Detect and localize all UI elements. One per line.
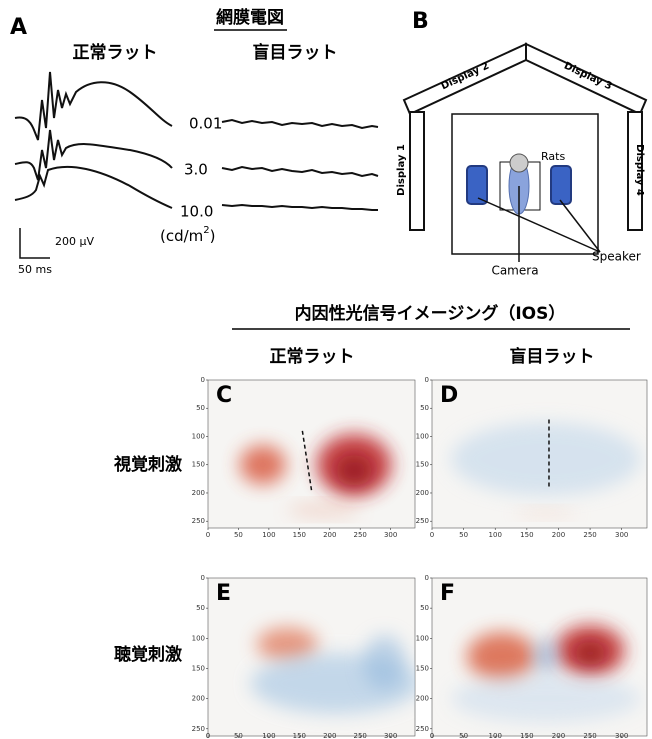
y-tick-label: 200 — [192, 695, 205, 703]
activation-blob — [363, 635, 406, 690]
y-tick-label: 50 — [196, 404, 205, 412]
x-tick-label: 200 — [552, 732, 565, 739]
x-tick-label: 250 — [583, 531, 596, 539]
intensity-label: 0.01 — [189, 115, 222, 133]
y-tick-label: 100 — [192, 432, 205, 440]
panel-title: 網膜電図 — [216, 7, 284, 28]
activation-blob — [256, 627, 318, 662]
activation-blob — [450, 674, 641, 723]
display-label: Display 4 — [634, 144, 645, 196]
panel-letter: A — [10, 15, 27, 40]
x-tick-label: 0 — [430, 531, 434, 539]
x-tick-label: 150 — [520, 732, 533, 739]
condition-label: 聴覚刺激 — [114, 644, 182, 665]
x-tick-label: 50 — [459, 732, 468, 739]
y-tick-label: 200 — [192, 489, 205, 497]
activation-blob — [287, 503, 361, 517]
x-tick-label: 150 — [520, 531, 533, 539]
x-tick-label: 100 — [262, 531, 275, 539]
y-tick-label: 150 — [192, 664, 205, 672]
group-label: 盲目ラット — [510, 346, 595, 367]
y-tick-label: 100 — [416, 432, 429, 440]
condition-label: 視覚刺激 — [113, 454, 182, 475]
y-tick-label: 0 — [425, 574, 429, 582]
x-tick-label: 300 — [384, 732, 397, 739]
panel-letter: E — [216, 581, 231, 606]
intensity-label: 10.0 — [180, 203, 213, 221]
y-tick-label: 200 — [416, 695, 429, 703]
y-tick-label: 200 — [416, 489, 429, 497]
y-tick-label: 100 — [416, 634, 429, 642]
speaker-label: Speaker — [592, 250, 641, 264]
y-tick-label: 150 — [192, 461, 205, 469]
x-tick-label: 250 — [583, 732, 596, 739]
y-tick-label: 0 — [425, 376, 429, 384]
intensity-label: 3.0 — [184, 161, 208, 179]
x-tick-label: 200 — [323, 531, 336, 539]
activation-blob — [239, 444, 286, 485]
y-tick-label: 250 — [416, 725, 429, 733]
activation-blob — [466, 632, 537, 681]
x-tick-label: 300 — [384, 531, 397, 539]
x-tick-label: 100 — [489, 732, 502, 739]
activation-blob — [335, 454, 373, 487]
x-tick-label: 300 — [615, 732, 628, 739]
group-label: 盲目ラット — [253, 42, 338, 63]
x-tick-label: 200 — [552, 531, 565, 539]
x-tick-label: 100 — [262, 732, 275, 739]
y-tick-label: 0 — [201, 376, 205, 384]
x-tick-label: 50 — [234, 732, 243, 739]
panel-letter: B — [412, 9, 429, 34]
y-tick-label: 0 — [201, 574, 205, 582]
display-label: Display 1 — [396, 144, 407, 196]
panel-letter: D — [440, 383, 458, 408]
x-tick-label: 200 — [323, 732, 336, 739]
erg-traces — [14, 71, 379, 259]
group-label: 正常ラット — [270, 346, 355, 367]
panel-letter: C — [216, 383, 232, 408]
y-tick-label: 150 — [416, 664, 429, 672]
scale-time: 50 ms — [18, 263, 52, 276]
unit-label: (cd/m2) — [160, 225, 216, 245]
x-tick-label: 50 — [234, 531, 243, 539]
y-tick-label: 50 — [196, 604, 205, 612]
scale-voltage: 200 µV — [55, 235, 94, 248]
y-tick-label: 250 — [416, 517, 429, 525]
panel-letter: F — [440, 581, 455, 606]
y-tick-label: 100 — [192, 634, 205, 642]
y-tick-label: 50 — [420, 604, 429, 612]
activation-blob — [534, 638, 558, 675]
heatmap — [250, 627, 415, 714]
y-tick-label: 50 — [420, 404, 429, 412]
section-title: 内因性光信号イメージング（IOS） — [295, 303, 566, 324]
activation-blob — [450, 422, 641, 496]
x-tick-label: 0 — [206, 732, 210, 739]
y-tick-label: 250 — [192, 517, 205, 525]
heatmap — [450, 419, 641, 518]
y-tick-label: 250 — [192, 725, 205, 733]
x-tick-label: 300 — [615, 531, 628, 539]
group-label: 正常ラット — [73, 42, 158, 63]
activation-blob — [574, 641, 606, 666]
y-tick-label: 150 — [416, 461, 429, 469]
x-tick-label: 100 — [489, 531, 502, 539]
activation-blob — [514, 508, 578, 518]
heatmap — [239, 430, 392, 517]
camera-label: Camera — [491, 264, 538, 278]
x-tick-label: 50 — [459, 531, 468, 539]
x-tick-label: 0 — [206, 531, 210, 539]
dashed-line — [301, 430, 313, 491]
rats-label: Rats — [541, 150, 565, 163]
x-tick-label: 150 — [293, 531, 306, 539]
setup-diagram — [402, 42, 648, 262]
x-tick-label: 150 — [293, 732, 306, 739]
x-tick-label: 250 — [354, 732, 367, 739]
x-tick-label: 0 — [430, 732, 434, 739]
heatmap — [450, 625, 641, 723]
x-tick-label: 250 — [354, 531, 367, 539]
